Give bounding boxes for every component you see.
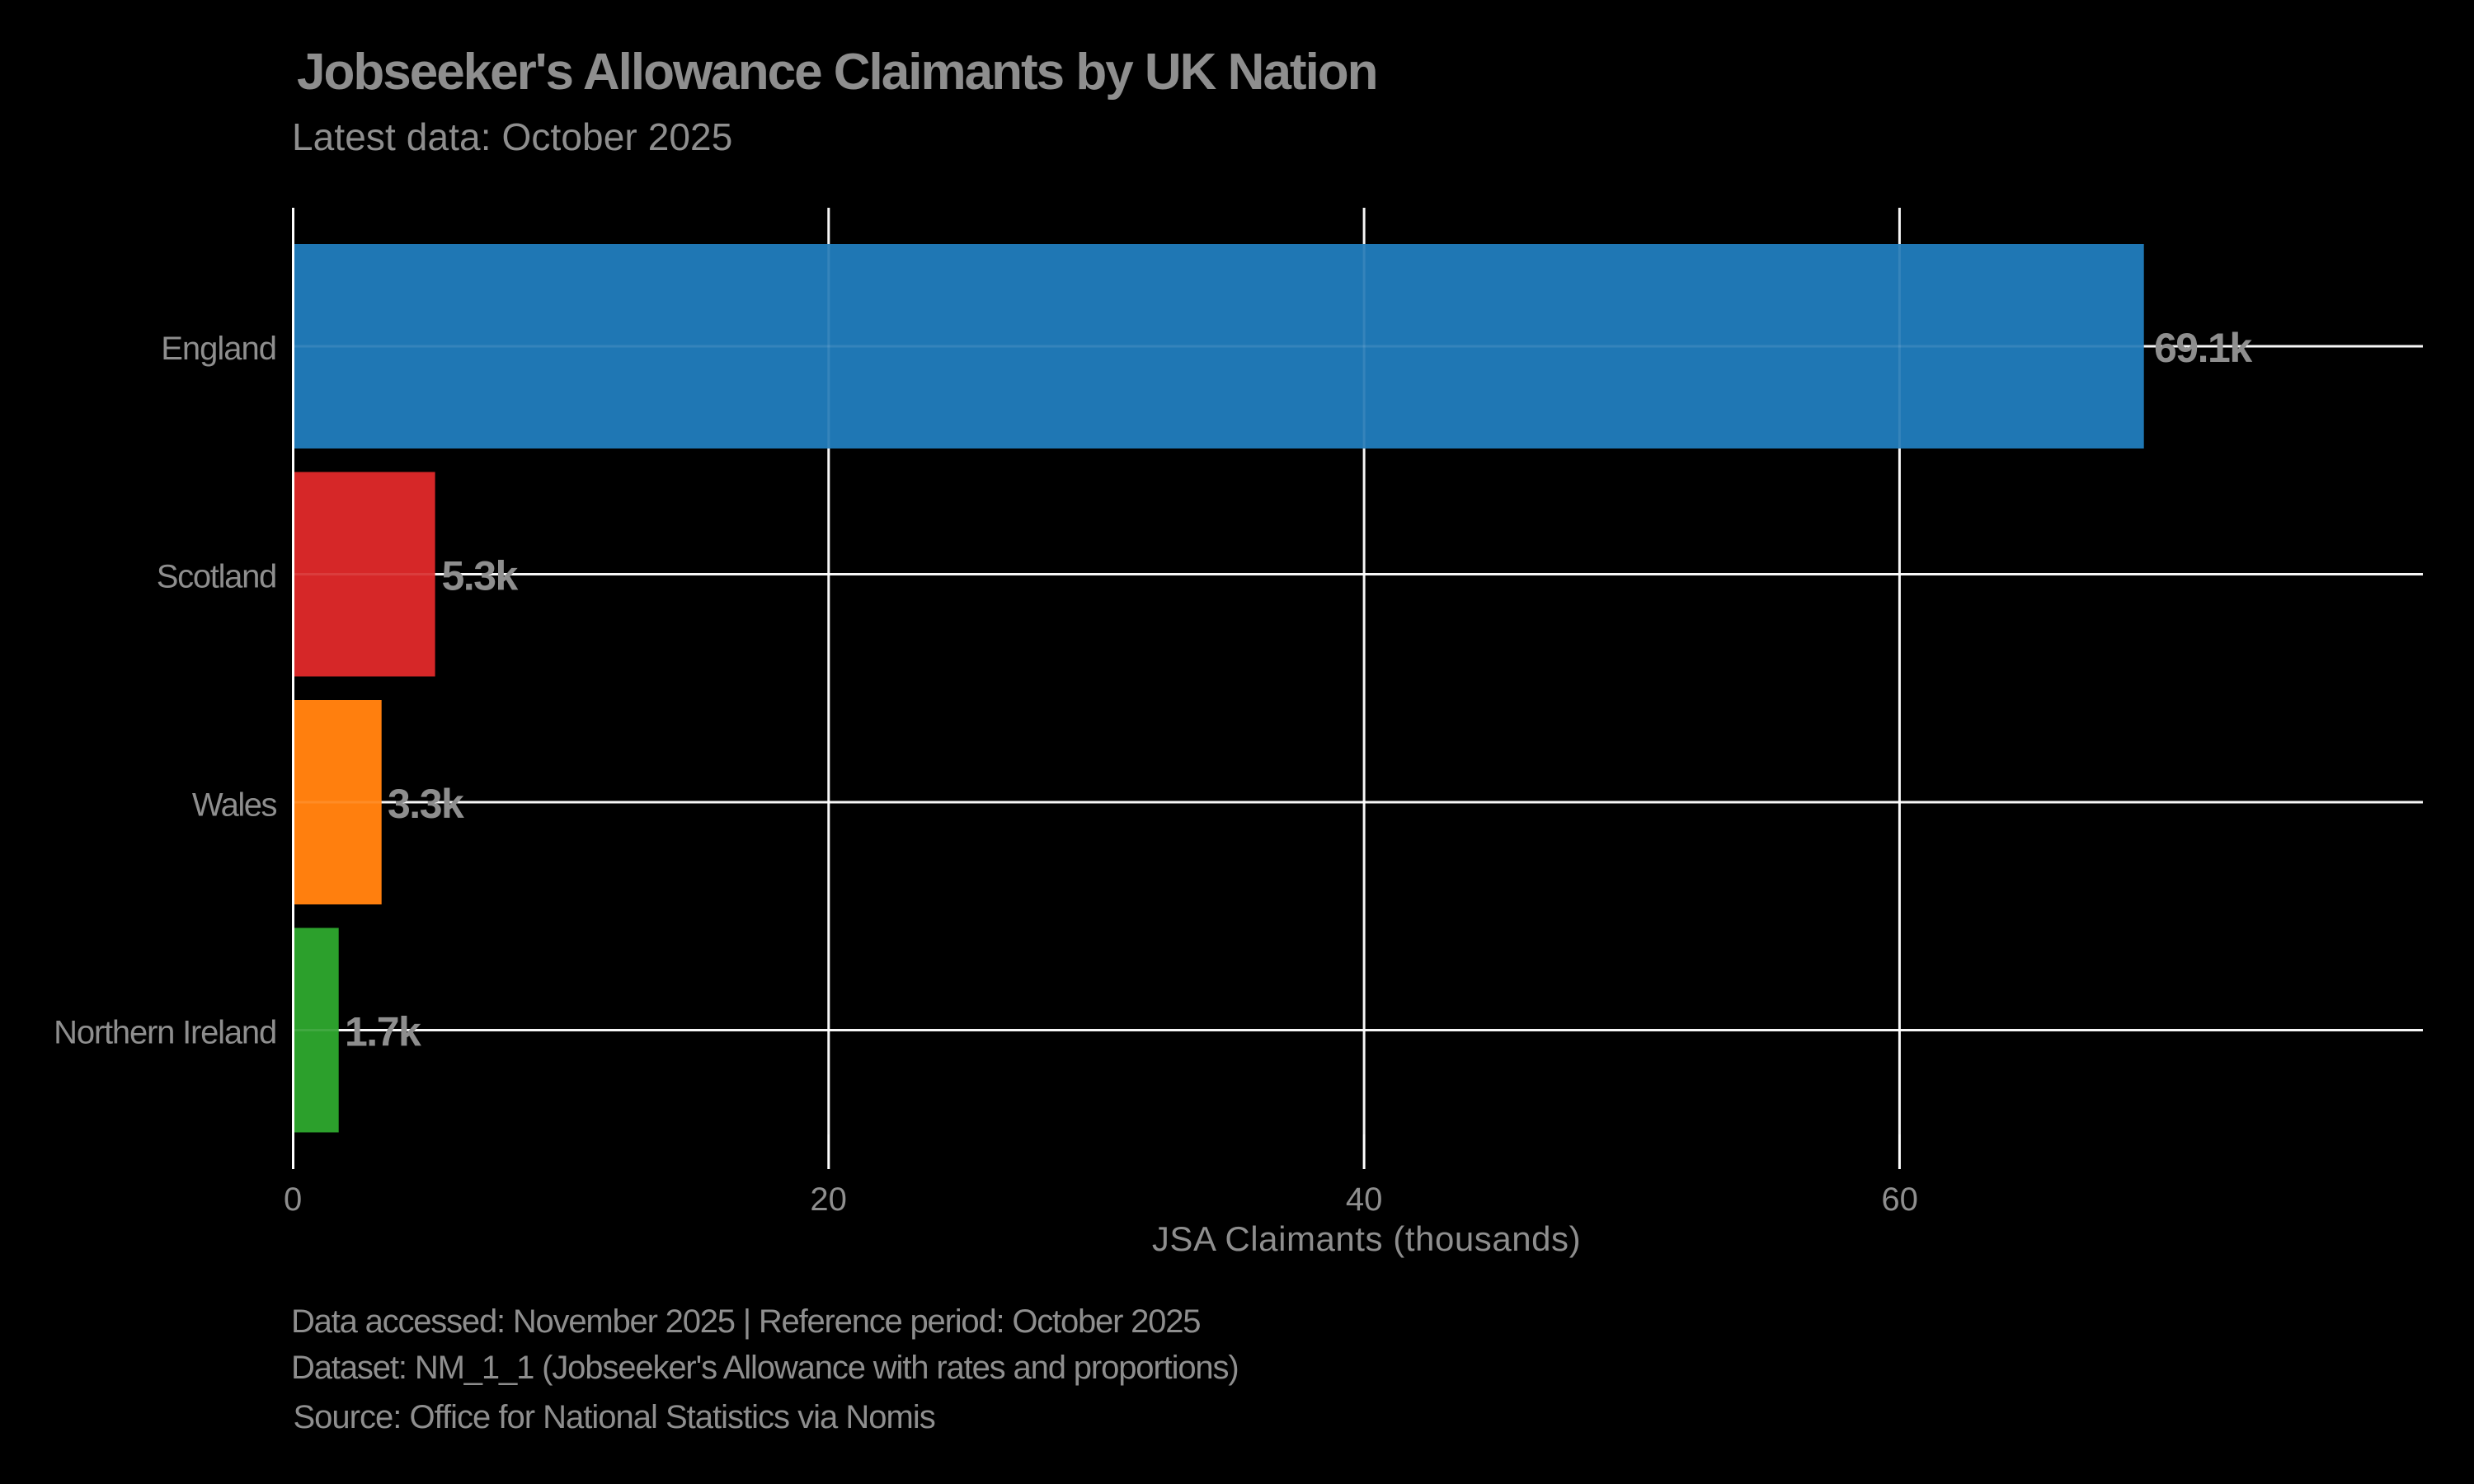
svg-text:40: 40 (1346, 1181, 1383, 1218)
svg-text:Latest data: October 2025: Latest data: October 2025 (292, 115, 732, 158)
svg-text:60: 60 (1881, 1181, 1918, 1218)
svg-text:69.1k: 69.1k (2154, 325, 2252, 371)
svg-text:3.3k: 3.3k (388, 781, 464, 827)
svg-text:Dataset: NM_1_1 (Jobseeker's A: Dataset: NM_1_1 (Jobseeker's Allowance w… (291, 1350, 1239, 1386)
svg-text:1.7k: 1.7k (345, 1009, 421, 1055)
svg-text:England: England (161, 331, 276, 367)
svg-text:Source: Office for National St: Source: Office for National Statistics v… (294, 1399, 935, 1435)
svg-text:Data accessed: November 2025 |: Data accessed: November 2025 | Reference… (291, 1303, 1200, 1340)
svg-text:Jobseeker's Allowance Claimant: Jobseeker's Allowance Claimants by UK Na… (297, 44, 1377, 101)
svg-text:20: 20 (810, 1181, 847, 1218)
svg-text:5.3k: 5.3k (442, 553, 519, 599)
svg-text:Northern Ireland: Northern Ireland (54, 1015, 276, 1051)
svg-text:0: 0 (284, 1181, 302, 1218)
svg-text:JSA Claimants (thousands): JSA Claimants (thousands) (1152, 1219, 1581, 1258)
svg-text:Scotland: Scotland (157, 559, 276, 595)
svg-text:Wales: Wales (192, 787, 277, 824)
